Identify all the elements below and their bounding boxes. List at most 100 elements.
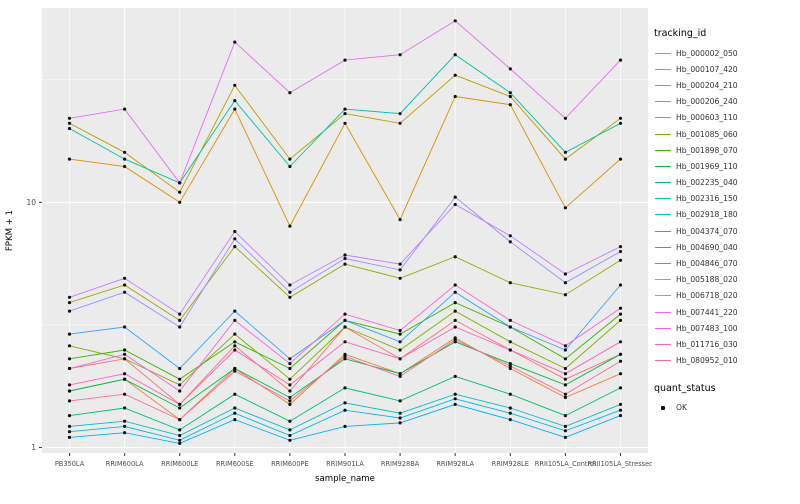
legend-item: Hb_007441_220 (654, 304, 796, 320)
data-point (398, 218, 402, 222)
data-point (508, 318, 512, 322)
data-point (453, 290, 457, 294)
x-tick-label: RRIM928LE (492, 460, 529, 468)
legend-item-label: Hb_000206_240 (676, 97, 738, 107)
data-point (343, 386, 347, 390)
legend-line-key-icon (654, 46, 671, 60)
data-point (343, 340, 347, 344)
data-point (67, 414, 72, 418)
data-point (233, 107, 237, 111)
data-point (453, 255, 457, 259)
legend-item-label: Hb_007441_220 (676, 307, 738, 317)
data-point (233, 369, 237, 373)
legend-item-label: Hb_000107_420 (676, 64, 738, 74)
data-point (398, 348, 402, 352)
legend-item-label: Hb_004374_070 (676, 226, 738, 236)
data-point (618, 249, 623, 254)
x-tick-label: RRII105LA_Stressed (588, 460, 652, 468)
data-point (233, 366, 237, 371)
data-point (508, 418, 512, 422)
data-point (178, 402, 182, 406)
data-point (453, 397, 457, 401)
data-point (178, 377, 182, 381)
data-point (398, 121, 402, 125)
data-point (563, 272, 568, 276)
data-point (453, 374, 457, 378)
legend-item-label: Hb_011716_030 (676, 339, 738, 349)
data-point (288, 389, 292, 393)
data-point (67, 357, 72, 361)
data-point (508, 411, 512, 415)
legend-line-key-icon (654, 95, 671, 109)
data-point (453, 283, 457, 287)
data-point (508, 325, 512, 329)
legend-item-label: Hb_080952_010 (676, 356, 738, 366)
data-point (178, 190, 182, 194)
legend-line-key-icon (654, 111, 671, 125)
data-point (288, 399, 292, 403)
data-point (123, 419, 127, 423)
data-point (563, 424, 568, 428)
data-point (123, 372, 127, 376)
legend-item: Hb_004374_070 (654, 223, 796, 239)
data-point (563, 429, 568, 433)
data-point (123, 352, 127, 356)
data-point (343, 253, 347, 257)
data-point (563, 392, 568, 396)
x-axis-label: sample_name (315, 474, 375, 484)
data-point (618, 157, 623, 161)
data-point (178, 366, 182, 371)
data-point (123, 157, 127, 161)
data-point (618, 258, 623, 262)
legend-line-swatch (654, 360, 671, 362)
data-point (123, 107, 127, 111)
data-point (123, 276, 127, 280)
data-point (453, 309, 457, 313)
data-point (563, 157, 568, 161)
data-point (233, 340, 237, 344)
data-point (233, 348, 237, 352)
data-point (508, 103, 512, 107)
data-point (343, 112, 347, 116)
data-point (288, 290, 292, 294)
legend-item: Hb_004690_040 (654, 239, 796, 255)
data-point (618, 402, 623, 406)
data-point (288, 383, 292, 387)
data-point (67, 399, 72, 403)
data-point (123, 406, 127, 410)
legend-line-swatch (654, 52, 671, 54)
data-point (178, 441, 182, 445)
data-point (398, 276, 402, 280)
data-point (618, 58, 623, 62)
data-point (618, 359, 623, 363)
data-point (67, 309, 72, 313)
data-point (508, 364, 512, 368)
data-point (398, 374, 402, 378)
legend-line-swatch (654, 165, 671, 167)
legend-quant-items: OK (654, 400, 796, 416)
data-point (178, 383, 182, 387)
legend-item: Hb_000603_110 (654, 110, 796, 126)
legend-item-label: Hb_002316_150 (676, 194, 738, 204)
legend-title-quant: quant_status (654, 382, 716, 394)
data-point (453, 53, 457, 57)
data-point (288, 164, 292, 169)
data-point (563, 435, 568, 439)
legend-line-key-icon (654, 176, 671, 190)
data-point (67, 116, 72, 120)
legend-line-swatch (654, 182, 671, 184)
data-point (178, 200, 182, 204)
legend-item: Hb_000206_240 (654, 94, 796, 110)
legend-line-swatch (654, 230, 671, 232)
legend-line-key-icon (654, 354, 671, 368)
legend-line-key-icon (654, 127, 671, 141)
data-point (618, 306, 623, 310)
data-point (233, 418, 237, 422)
data-point (178, 312, 182, 316)
y-tick-label: 10 (26, 198, 36, 207)
data-point (123, 325, 127, 329)
chart-svg: 1 10 PB350LA RRIM600LA RRIM600LE RRIM600SE RRI… (5, 8, 653, 484)
data-point (288, 366, 292, 371)
data-point (618, 245, 623, 249)
